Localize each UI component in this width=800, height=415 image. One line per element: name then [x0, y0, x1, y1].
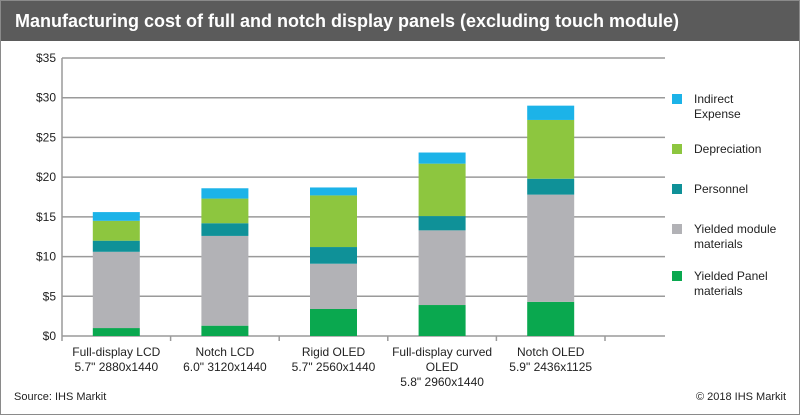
chart-title: Manufacturing cost of full and notch dis… — [1, 1, 799, 41]
y-tick-label: $35 — [36, 51, 56, 65]
x-tick-label: 5.7" 2560x1440 — [292, 360, 376, 374]
bar-segment — [201, 188, 249, 199]
x-tick-label: Notch OLED — [517, 345, 585, 359]
bar-segment — [201, 198, 249, 224]
legend-label: Personnel — [694, 182, 748, 196]
legend-swatch — [672, 144, 682, 154]
y-tick-label: $30 — [36, 91, 56, 105]
x-tick-label: Full-display curved — [392, 345, 492, 359]
bar-segment — [92, 212, 140, 221]
legend-swatch — [672, 271, 682, 281]
x-tick-label: 5.9" 2436x1125 — [509, 360, 592, 374]
y-tick-label: $25 — [36, 130, 56, 144]
bar-segment — [527, 178, 575, 195]
bar-segment — [310, 308, 357, 336]
x-tick-label: 5.8" 2960x1440 — [400, 375, 484, 389]
bar-segment — [92, 328, 140, 336]
legend-label: materials — [694, 237, 743, 251]
y-tick-label: $15 — [36, 210, 56, 224]
bar-segment — [201, 235, 249, 326]
bar-segment — [310, 187, 357, 196]
x-tick-label: 5.7" 2880x1440 — [74, 360, 158, 374]
x-tick-label: Notch LCD — [196, 345, 255, 359]
bar-segment — [310, 247, 357, 264]
legend-swatch — [672, 184, 682, 194]
x-tick-label: OLED — [426, 360, 459, 374]
bar-segment — [527, 105, 575, 120]
x-tick-label: Rigid OLED — [302, 345, 366, 359]
x-tick-label: 6.0" 3120x1440 — [183, 360, 267, 374]
y-tick-label: $20 — [36, 170, 56, 184]
legend-label: Indirect — [694, 92, 734, 106]
bar-segment — [201, 325, 249, 336]
legend-label: Depreciation — [694, 142, 761, 156]
copyright-note: © 2018 IHS Markit — [695, 391, 786, 403]
legend-label: materials — [694, 284, 743, 298]
bar-segment — [418, 152, 466, 164]
source-note: Source: IHS Markit — [14, 391, 107, 403]
bar-segment — [418, 216, 466, 231]
legend-label: Yielded Panel — [694, 269, 768, 283]
legend-swatch — [672, 224, 682, 234]
legend-swatch — [672, 94, 682, 104]
y-tick-label: $5 — [43, 289, 57, 303]
y-tick-label: $10 — [36, 250, 56, 264]
bar-segment — [201, 223, 249, 236]
legend-label: Yielded module — [694, 222, 777, 236]
bar-segment — [418, 230, 466, 306]
y-tick-label: $0 — [43, 329, 57, 343]
bar-segment — [310, 195, 357, 248]
bar-segment — [310, 263, 357, 309]
bar-segment — [418, 163, 466, 217]
bar-segment — [92, 220, 140, 241]
bar-segment — [92, 240, 140, 252]
x-tick-label: Full-display LCD — [72, 345, 160, 359]
legend-label: Expense — [694, 107, 741, 121]
bar-segment — [527, 194, 575, 302]
bar-segment — [527, 119, 575, 179]
bar-segment — [527, 301, 575, 336]
bar-segment — [92, 251, 140, 329]
bar-segment — [418, 305, 466, 336]
